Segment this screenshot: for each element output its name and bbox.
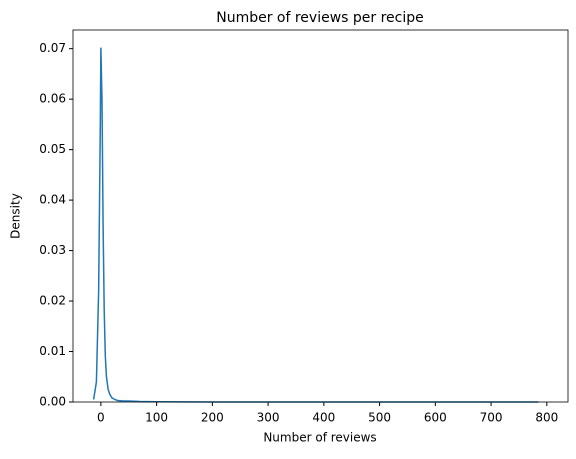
x-tick-label: 0 — [97, 411, 105, 425]
x-tick-label: 300 — [257, 411, 280, 425]
x-tick-label: 800 — [535, 411, 558, 425]
plot-frame — [72, 29, 569, 403]
x-tick-label: 500 — [368, 411, 391, 425]
y-tick-label: 0.06 — [39, 92, 66, 106]
x-tick-label: 400 — [312, 411, 335, 425]
y-tick-label: 0.07 — [39, 41, 66, 55]
y-tick-label: 0.04 — [39, 193, 66, 207]
x-tick-label: 200 — [201, 411, 224, 425]
y-tick-label: 0.05 — [39, 142, 66, 156]
y-tick-label: 0.01 — [39, 344, 66, 358]
x-tick-label: 600 — [424, 411, 447, 425]
x-tick-label: 700 — [480, 411, 503, 425]
y-tick-label: 0.00 — [39, 395, 66, 409]
x-tick-label: 100 — [145, 411, 168, 425]
y-tick-label: 0.03 — [39, 243, 66, 257]
x-axis-label: Number of reviews — [263, 431, 376, 445]
y-axis-label: Density — [9, 193, 23, 239]
chart-title: Number of reviews per recipe — [216, 10, 424, 26]
y-tick-label: 0.02 — [39, 294, 66, 308]
